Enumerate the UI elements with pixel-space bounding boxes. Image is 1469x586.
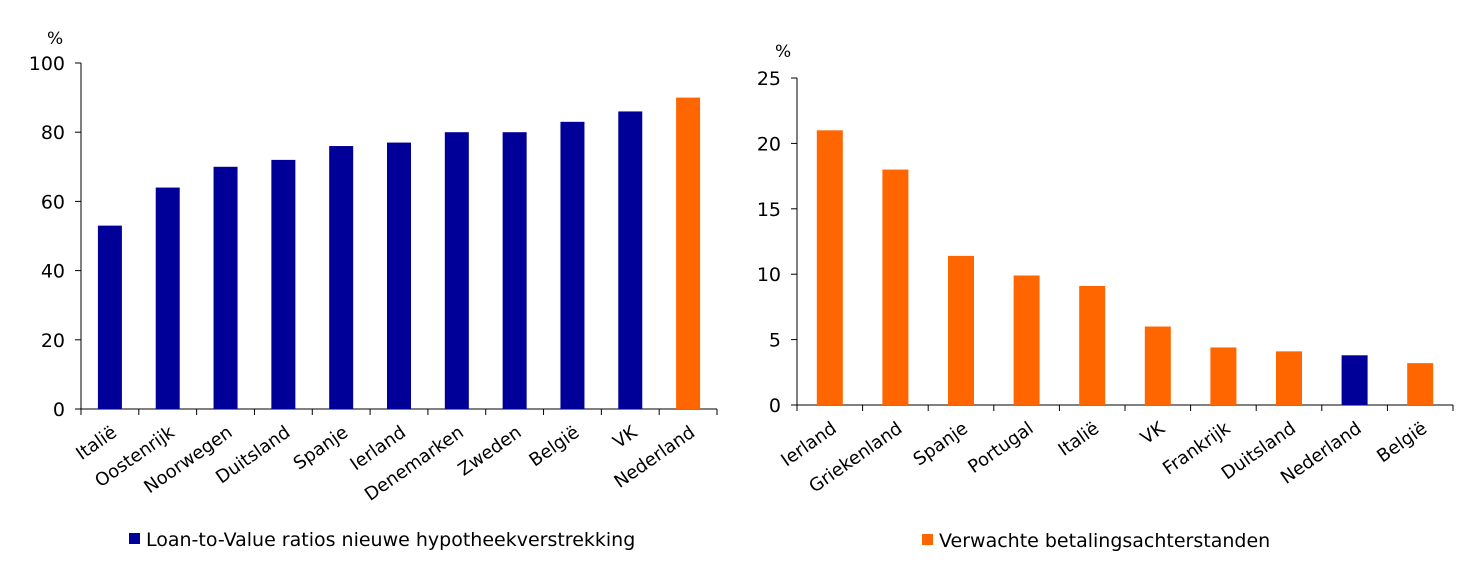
ltv-y-tick-label: 100 xyxy=(29,53,65,75)
ltv-bar xyxy=(271,160,295,409)
ltv-bar xyxy=(98,226,122,409)
arrears-category-label: VK xyxy=(1137,417,1170,449)
ltv-bar xyxy=(560,122,584,409)
arrears-bar xyxy=(1210,347,1236,405)
arrears-bar xyxy=(1079,286,1105,405)
ltv-y-tick-label: 20 xyxy=(41,330,65,352)
ltv-category-label: Zweden xyxy=(454,422,525,481)
ltv-ratio-chart: %020406080100ItaliëOostenrijkNoorwegenDu… xyxy=(0,0,740,586)
arrears-bar xyxy=(1342,355,1368,405)
ltv-category-label: Denemarken xyxy=(361,422,468,506)
arrears-y-tick-label: 25 xyxy=(757,68,781,90)
arrears-bar xyxy=(817,130,843,405)
ltv-category-label: Spanje xyxy=(290,422,352,474)
arrears-category-label: Spanje xyxy=(910,418,972,470)
ltv-bar xyxy=(214,167,238,409)
arrears-y-tick-label: 0 xyxy=(769,395,781,417)
ltv-legend-swatch xyxy=(129,533,140,544)
ltv-bar xyxy=(329,146,353,409)
arrears-bar xyxy=(948,256,974,405)
arrears-y-tick-label: 10 xyxy=(757,264,781,286)
ltv-bar xyxy=(387,143,411,409)
ltv-category-label: België xyxy=(525,422,583,471)
ltv-bar xyxy=(618,111,642,409)
ltv-category-label: VK xyxy=(609,421,642,453)
arrears-category-label: Portugal xyxy=(964,418,1037,478)
arrears-y-tick-label: 20 xyxy=(757,133,781,155)
arrears-y-tick-label: 15 xyxy=(757,199,781,221)
arrears-category-label: België xyxy=(1373,418,1431,467)
arrears-bar xyxy=(882,170,908,405)
arrears-legend-label: Verwachte betalingsachterstanden xyxy=(939,530,1270,552)
arrears-legend-swatch xyxy=(922,534,933,545)
ltv-y-tick-label: 80 xyxy=(41,122,65,144)
arrears-category-label: Italië xyxy=(1055,418,1103,461)
ltv-y-tick-label: 0 xyxy=(53,399,65,421)
ltv-y-tick-label: 60 xyxy=(41,191,65,213)
ltv-bar xyxy=(503,132,527,409)
arrears-y-tick-label: 5 xyxy=(769,330,781,352)
ltv-legend-label: Loan-to-Value ratios nieuwe hypotheekver… xyxy=(146,529,635,551)
arrears-bar xyxy=(1407,363,1433,405)
ltv-bar xyxy=(156,188,180,409)
ltv-bar xyxy=(676,98,700,409)
arrears-bar xyxy=(1145,327,1171,405)
ltv-y-tick-label: 40 xyxy=(41,261,65,283)
arrears-bar xyxy=(1276,351,1302,405)
ltv-unit-label: % xyxy=(47,29,63,49)
arrears-bar xyxy=(1014,276,1040,405)
ltv-bar xyxy=(445,132,469,409)
arrears-unit-label: % xyxy=(775,42,791,62)
